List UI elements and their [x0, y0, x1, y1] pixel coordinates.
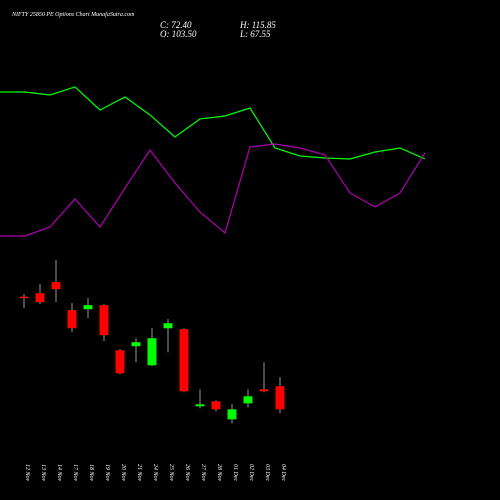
x-tick-label: 24 Nov [152, 464, 159, 482]
candle-body [243, 396, 253, 404]
candle-body [227, 409, 237, 420]
x-tick-label: 14 Nov [56, 464, 63, 482]
x-tick-label: 03 Dec [264, 464, 270, 481]
x-tick-label: 13 Nov [40, 464, 46, 482]
x-tick-label: 04 Dec [280, 464, 287, 481]
candle-body [259, 389, 269, 392]
candle-body [163, 323, 173, 329]
x-tick-label: 19 Nov [104, 464, 110, 482]
indicator-line [0, 86, 426, 160]
candle-body [147, 338, 157, 366]
x-tick-label: 17 Nov [72, 464, 78, 482]
candle-body [195, 404, 205, 407]
x-tick-label: 18 Nov [88, 464, 94, 482]
x-tick-label: 21 Nov [136, 464, 142, 482]
chart-title: NIFTY 25850 PE Options Chart MunafaSutra… [11, 11, 135, 18]
x-tick-label: 28 Nov [216, 464, 222, 482]
x-tick-label: 26 Nov [184, 464, 190, 482]
x-tick-label: 12 Nov [24, 464, 30, 482]
x-tick-label: 02 Dec [248, 464, 254, 481]
x-tick-label: 01 Dec [232, 464, 238, 481]
high-label: H: 115.85 [239, 20, 276, 30]
candle-body [131, 342, 141, 347]
candle-body [179, 329, 189, 392]
candle-body [115, 350, 125, 374]
candle-body [51, 282, 61, 290]
candle-body [83, 305, 93, 310]
candle-body [35, 293, 45, 303]
x-tick-label: 20 Nov [120, 464, 126, 482]
candle-body [275, 386, 285, 410]
low-label: L: 67.55 [239, 29, 271, 39]
candle-body [67, 310, 77, 329]
open-label: O: 103.50 [160, 29, 197, 39]
x-tick-label: 27 Nov [200, 464, 206, 482]
candle-body [211, 401, 221, 410]
close-label: C: 72.40 [160, 20, 192, 30]
x-tick-label: 25 Nov [168, 464, 174, 482]
candle-body [19, 296, 29, 299]
indicator-line [0, 143, 426, 237]
candle-body [99, 305, 109, 336]
